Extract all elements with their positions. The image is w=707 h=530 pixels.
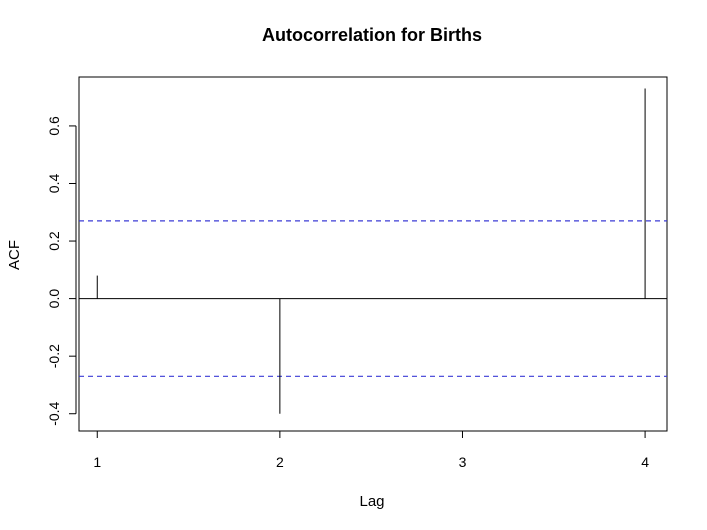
y-tick-label: 0.2: [46, 231, 62, 251]
x-axis-label: Lag: [359, 493, 384, 510]
y-tick-label: -0.4: [46, 401, 62, 425]
y-tick-label: 0.4: [46, 174, 62, 194]
x-tick-label: 4: [641, 454, 649, 470]
x-tick-label: 3: [459, 454, 467, 470]
y-tick-label: 0.6: [46, 116, 62, 136]
plot-frame: [78, 76, 668, 432]
acf-bars: [96, 88, 646, 414]
y-tick-label: -0.2: [46, 344, 62, 368]
confidence-bounds: [79, 220, 667, 377]
x-axis: 1 2 3 4: [93, 430, 649, 470]
y-axis: -0.4 -0.2 0.0 0.2 0.4 0.6: [46, 116, 77, 426]
y-tick-label: 0.0: [46, 289, 62, 309]
x-tick-label: 2: [276, 454, 284, 470]
chart-title: Autocorrelation for Births: [262, 25, 482, 45]
x-tick-label: 1: [93, 454, 101, 470]
y-axis-label: ACF: [6, 240, 23, 270]
